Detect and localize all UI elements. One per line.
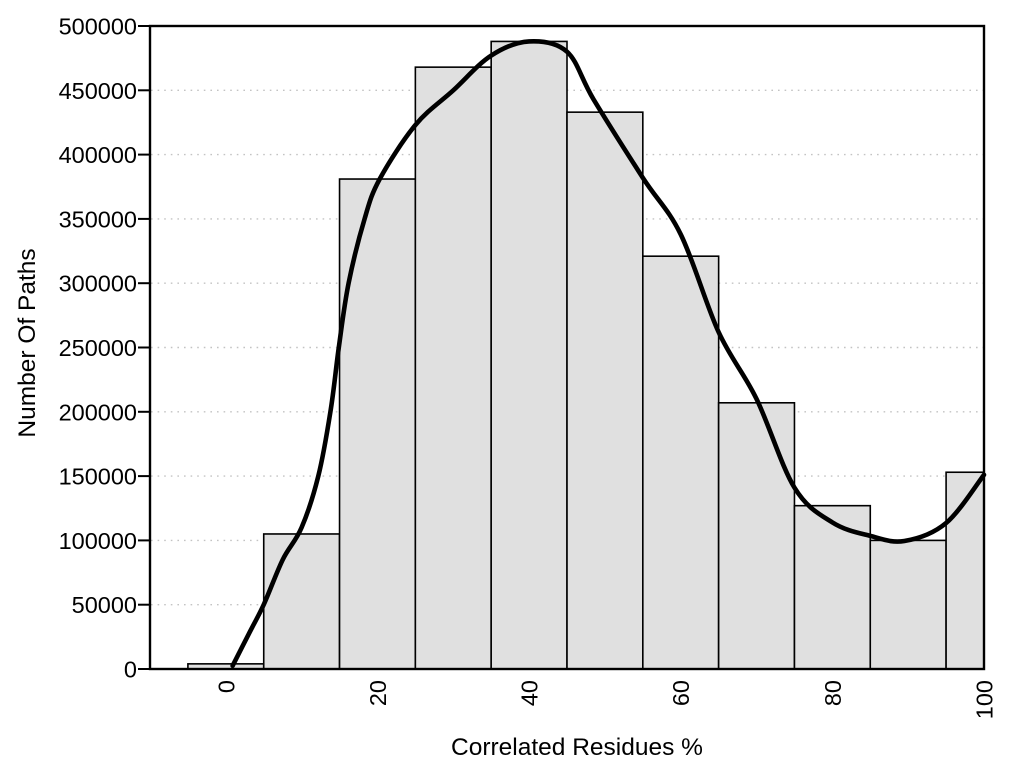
- histogram-bar: [414, 66, 492, 670]
- y-tick-label: 200000: [59, 399, 137, 425]
- histogram-bar: [566, 111, 644, 670]
- histogram-bar: [642, 255, 720, 670]
- density-curve: [230, 38, 987, 669]
- y-tick-label: 100000: [59, 528, 137, 554]
- y-tick-label: 350000: [59, 206, 137, 232]
- x-tick-label: 60: [668, 680, 694, 706]
- histogram-bar: [717, 401, 796, 670]
- y-tick-label: 250000: [59, 335, 137, 361]
- y-tick-label: 450000: [59, 78, 137, 104]
- histogram-bar: [490, 40, 568, 670]
- histogram-bar: [262, 533, 341, 670]
- y-tick-label: 0: [124, 657, 137, 683]
- histogram-bar: [793, 504, 872, 670]
- y-axis-title: Number Of Paths: [14, 248, 41, 437]
- histogram-bar: [945, 471, 985, 670]
- y-tick-label: 50000: [72, 592, 137, 618]
- y-tick-label: 150000: [59, 464, 137, 490]
- y-tick-label: 300000: [59, 271, 137, 297]
- x-tick-label: 20: [365, 680, 391, 706]
- x-tick-label: 40: [517, 680, 543, 706]
- x-tick-label: 100: [972, 680, 998, 719]
- x-tick-label: 0: [213, 680, 239, 693]
- x-tick-label: 80: [820, 680, 846, 706]
- y-tick-label: 400000: [59, 142, 137, 168]
- x-axis-title: Correlated Residues %: [451, 734, 703, 761]
- histogram-bar: [338, 178, 417, 670]
- y-tick-label: 500000: [59, 14, 137, 40]
- histogram-bar: [869, 539, 947, 670]
